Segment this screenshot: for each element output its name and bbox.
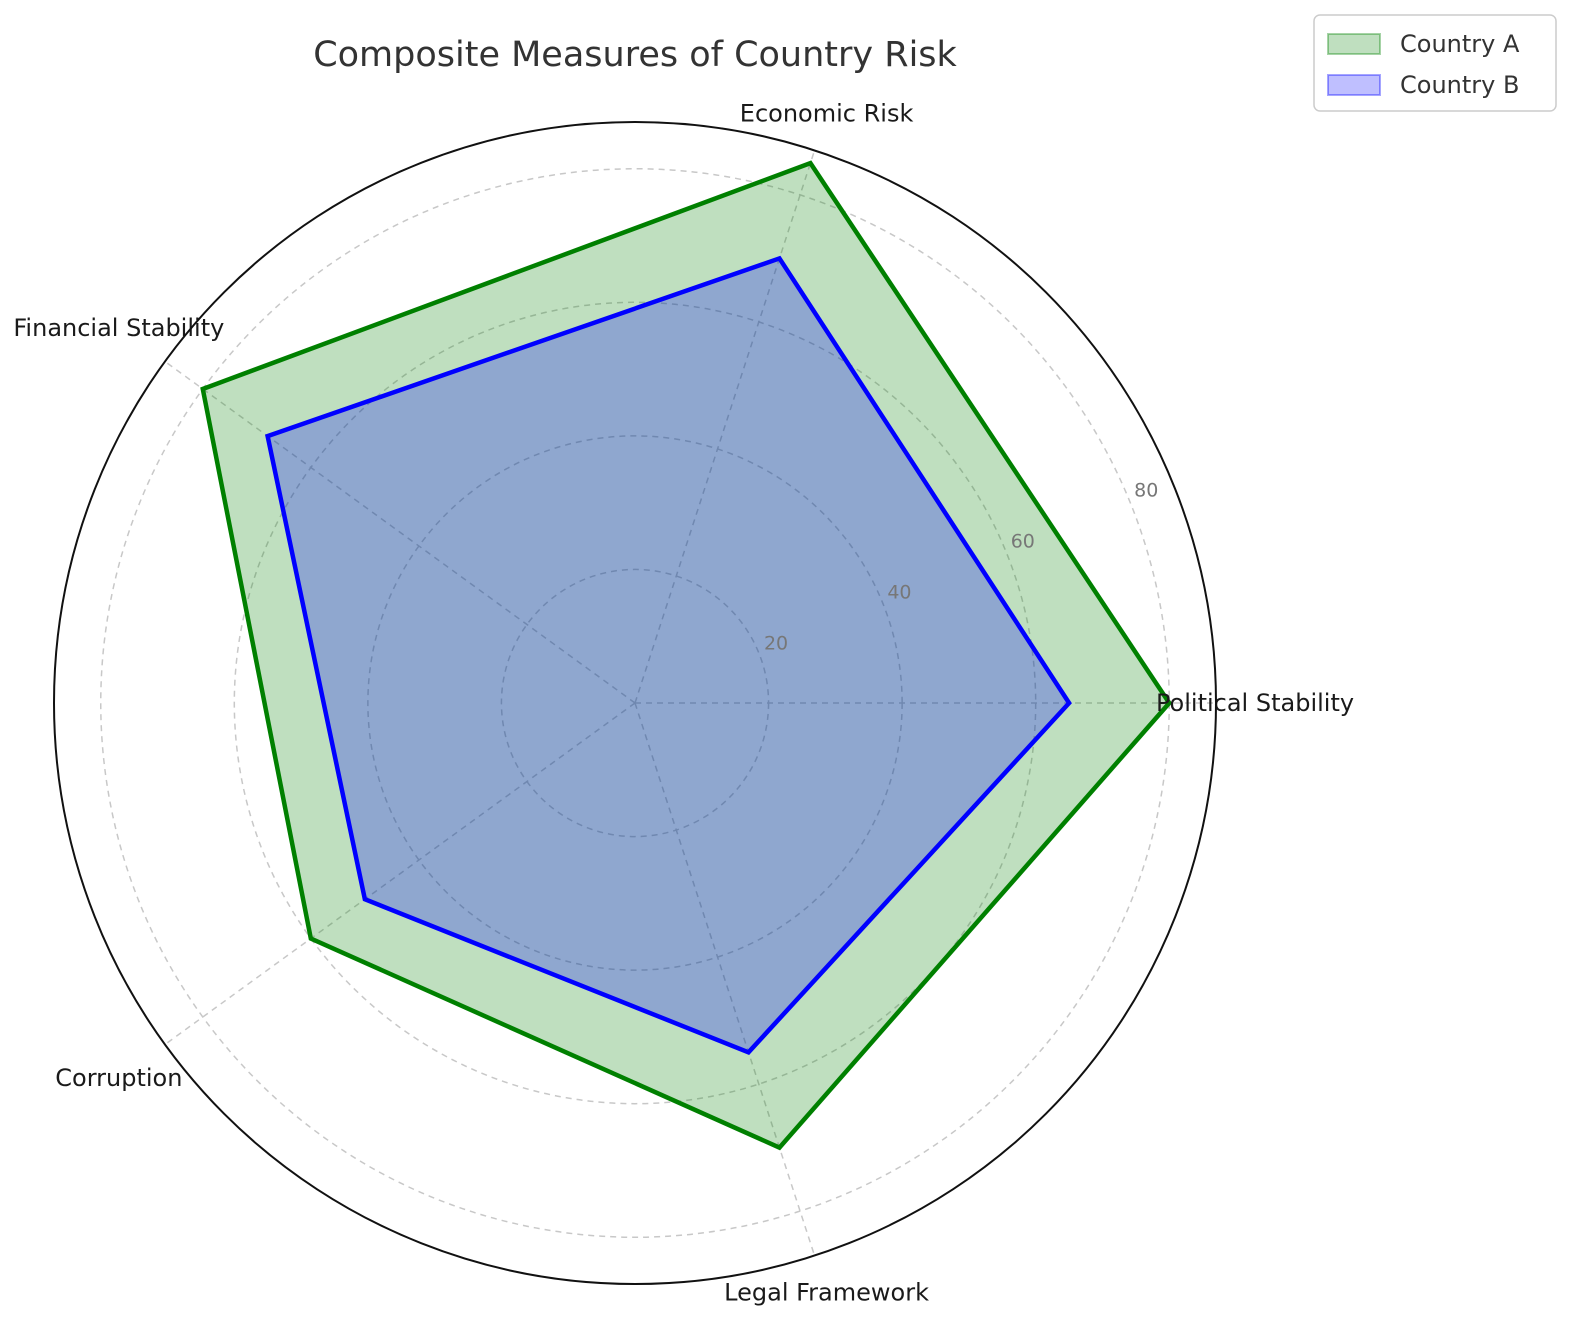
category-label: Political Stability (1156, 689, 1354, 717)
chart-title: Composite Measures of Country Risk (313, 35, 957, 75)
series-line-country-a (200, 160, 1173, 1151)
r-tick-label: 60 (1011, 530, 1035, 552)
category-label: Financial Stability (13, 314, 224, 342)
labels-layer: 20 40 60 80 Political Stability Economic Risk… (13, 99, 1354, 1306)
outer-frame (53, 121, 1217, 1285)
grid-spoke (634, 702, 816, 1256)
legend: Country A Country B (1313, 14, 1557, 112)
grid-circle (233, 301, 1037, 1105)
series-line-country-b (265, 255, 1072, 1055)
legend-box (1313, 14, 1557, 112)
grid-spoke (164, 360, 636, 704)
grid-circle (500, 568, 770, 838)
category-label: Economic Risk (740, 99, 914, 127)
r-tick-label: 80 (1134, 479, 1158, 501)
grid-spoke (634, 150, 816, 704)
category-label: Corruption (55, 1064, 182, 1092)
grid-spoke (164, 702, 636, 1046)
series-layer (200, 160, 1173, 1151)
series-area-country-a (202, 163, 1170, 1148)
grid-circle (367, 435, 903, 971)
series-area-country-b (267, 258, 1070, 1053)
legend-swatch-country-b (1327, 74, 1381, 96)
grid (99, 150, 1216, 1256)
legend-label-country-b: Country B (1400, 71, 1519, 99)
r-tick-label: 40 (887, 581, 911, 603)
r-tick-label: 20 (764, 633, 788, 655)
category-label: Legal Framework (724, 1279, 929, 1307)
legend-swatch-country-a (1327, 33, 1381, 55)
legend-label-country-a: Country A (1400, 30, 1520, 58)
